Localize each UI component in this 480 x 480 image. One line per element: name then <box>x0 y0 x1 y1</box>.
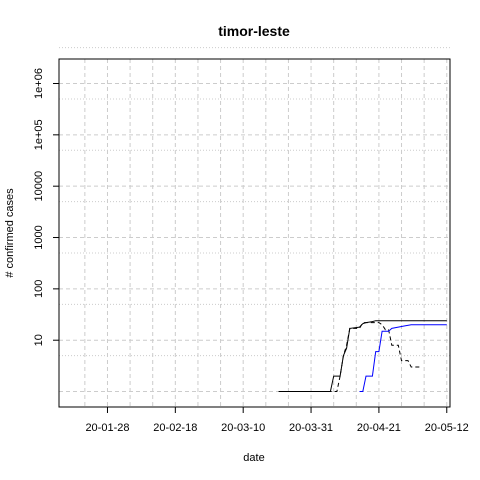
grid <box>59 47 450 407</box>
y-tick-label: 1e+05 <box>33 119 45 150</box>
y-tick-label: 10 <box>33 334 45 346</box>
chart-title: timor-leste <box>218 23 290 39</box>
y-axis: 10 100 1000 10000 1e+05 1e+06 <box>33 68 59 346</box>
x-tick-label: 20-04-21 <box>357 422 401 434</box>
x-axis-label: date <box>243 452 264 464</box>
x-tick-label: 20-01-28 <box>85 422 129 434</box>
y-tick-label: 1e+06 <box>33 68 45 99</box>
series-line-2 <box>278 322 421 392</box>
series-lines <box>278 320 447 392</box>
y-tick-label: 1000 <box>33 225 45 249</box>
x-tick-label: 20-03-31 <box>289 422 333 434</box>
y-tick-label: 100 <box>33 280 45 298</box>
x-axis: 20-01-28 20-02-18 20-03-10 20-03-31 20-04-21… <box>85 407 469 434</box>
y-tick-label: 10000 <box>33 171 45 202</box>
plot-frame <box>58 58 451 408</box>
x-tick-label: 20-02-18 <box>153 422 197 434</box>
y-axis-label: # confirmed cases <box>4 188 16 278</box>
x-tick-label: 20-03-10 <box>221 422 265 434</box>
x-tick-label: 20-05-12 <box>425 422 469 434</box>
series-line-3 <box>359 324 447 392</box>
